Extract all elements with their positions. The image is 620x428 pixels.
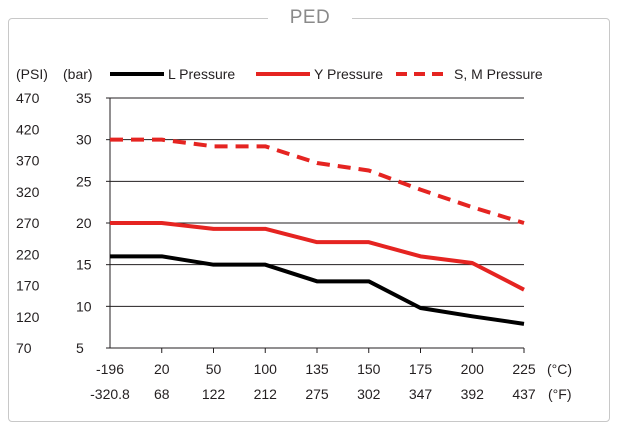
psi-tick-label: 420 xyxy=(16,121,40,137)
fahrenheit-unit-label: (°F) xyxy=(548,386,571,402)
y-tick-label: 10 xyxy=(76,298,92,314)
x-tick-label-celsius: -196 xyxy=(96,361,124,377)
psi-tick-label: 220 xyxy=(16,246,40,262)
x-tick-label-fahrenheit: 437 xyxy=(512,386,536,402)
data-series xyxy=(110,137,525,326)
psi-unit-label: (PSI) xyxy=(16,66,48,82)
x-tick-label-fahrenheit: -320.8 xyxy=(90,386,130,402)
legend-label: S, M Pressure xyxy=(454,66,543,82)
x-tick-label-fahrenheit: 212 xyxy=(254,386,278,402)
psi-tick-label: 170 xyxy=(16,278,40,294)
x-tick-label-celsius: 200 xyxy=(461,361,485,377)
y-tick-labels: 5 10 15 20 25 30 35 xyxy=(76,90,92,356)
legend: L Pressure Y Pressure S, M Pressure xyxy=(110,66,543,82)
x-tick-label-celsius: 100 xyxy=(254,361,278,377)
x-tick-labels: -196 -320.8 20 68 50 122 100 212 135 275 150 302 175… xyxy=(90,361,536,402)
series-line-y-pressure xyxy=(110,221,525,292)
y-tick-label: 15 xyxy=(76,257,92,273)
psi-tick-label: 470 xyxy=(16,90,40,106)
series-line-l-pressure xyxy=(110,254,525,326)
x-tick-label-fahrenheit: 122 xyxy=(202,386,226,402)
bar-unit-label: (bar) xyxy=(63,66,93,82)
y-tick-label: 5 xyxy=(76,340,84,356)
psi-tick-label: 70 xyxy=(16,340,32,356)
celsius-unit-label: (°C) xyxy=(547,361,572,377)
y-tick-label: 35 xyxy=(76,90,92,106)
x-tick-label-fahrenheit: 347 xyxy=(409,386,433,402)
x-tick-label-fahrenheit: 302 xyxy=(357,386,381,402)
y-tick-label: 25 xyxy=(76,173,92,189)
chart-frame-title: PED xyxy=(268,4,352,32)
x-tick-label-celsius: 225 xyxy=(512,361,536,377)
psi-tick-label: 120 xyxy=(16,309,40,325)
x-tick-label-celsius: 20 xyxy=(154,361,170,377)
x-tick-label-fahrenheit: 275 xyxy=(305,386,329,402)
legend-label: Y Pressure xyxy=(314,66,383,82)
series-line-s-m-pressure xyxy=(110,137,525,225)
x-tick-label-celsius: 175 xyxy=(409,361,433,377)
x-tick-label-celsius: 50 xyxy=(206,361,222,377)
y-tick-label: 30 xyxy=(76,132,92,148)
x-tick-label-celsius: 135 xyxy=(305,361,329,377)
psi-tick-label: 320 xyxy=(16,184,40,200)
psi-tick-labels: 70 120 170 220 270 320 370 420 470 xyxy=(16,90,40,356)
legend-label: L Pressure xyxy=(168,66,235,82)
y-tick-label: 20 xyxy=(76,215,92,231)
x-tick-label-fahrenheit: 392 xyxy=(461,386,485,402)
psi-tick-label: 370 xyxy=(16,153,40,169)
x-tick-label-fahrenheit: 68 xyxy=(154,386,170,402)
x-tick-label-celsius: 150 xyxy=(357,361,381,377)
psi-tick-label: 270 xyxy=(16,215,40,231)
